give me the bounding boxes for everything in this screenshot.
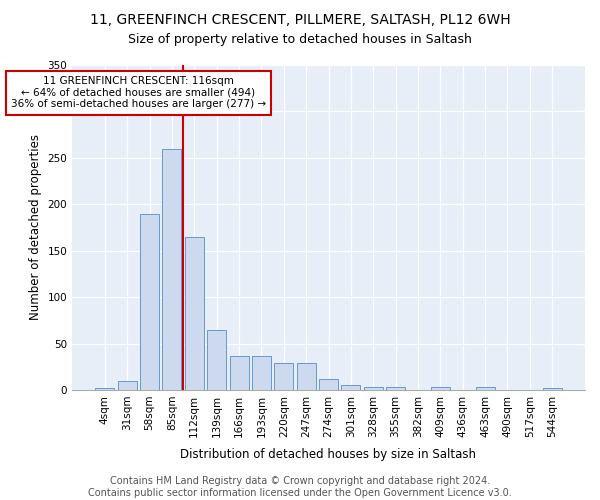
Bar <box>386 387 405 390</box>
Bar <box>296 363 316 390</box>
Bar <box>341 386 361 390</box>
Text: 11, GREENFINCH CRESCENT, PILLMERE, SALTASH, PL12 6WH: 11, GREENFINCH CRESCENT, PILLMERE, SALTA… <box>89 12 511 26</box>
Bar <box>542 388 562 390</box>
Bar <box>476 387 494 390</box>
Bar <box>230 356 248 390</box>
Text: 11 GREENFINCH CRESCENT: 116sqm
← 64% of detached houses are smaller (494)
36% of: 11 GREENFINCH CRESCENT: 116sqm ← 64% of … <box>11 76 266 110</box>
Bar <box>274 363 293 390</box>
Bar <box>252 356 271 390</box>
Bar <box>118 380 137 390</box>
Y-axis label: Number of detached properties: Number of detached properties <box>29 134 42 320</box>
Bar <box>431 387 450 390</box>
Bar <box>140 214 159 390</box>
Bar <box>364 387 383 390</box>
Bar <box>163 148 181 390</box>
Bar <box>95 388 115 390</box>
Bar <box>185 237 204 390</box>
Bar <box>319 379 338 390</box>
Text: Contains HM Land Registry data © Crown copyright and database right 2024.
Contai: Contains HM Land Registry data © Crown c… <box>88 476 512 498</box>
Bar <box>207 330 226 390</box>
X-axis label: Distribution of detached houses by size in Saltash: Distribution of detached houses by size … <box>181 448 476 461</box>
Text: Size of property relative to detached houses in Saltash: Size of property relative to detached ho… <box>128 32 472 46</box>
